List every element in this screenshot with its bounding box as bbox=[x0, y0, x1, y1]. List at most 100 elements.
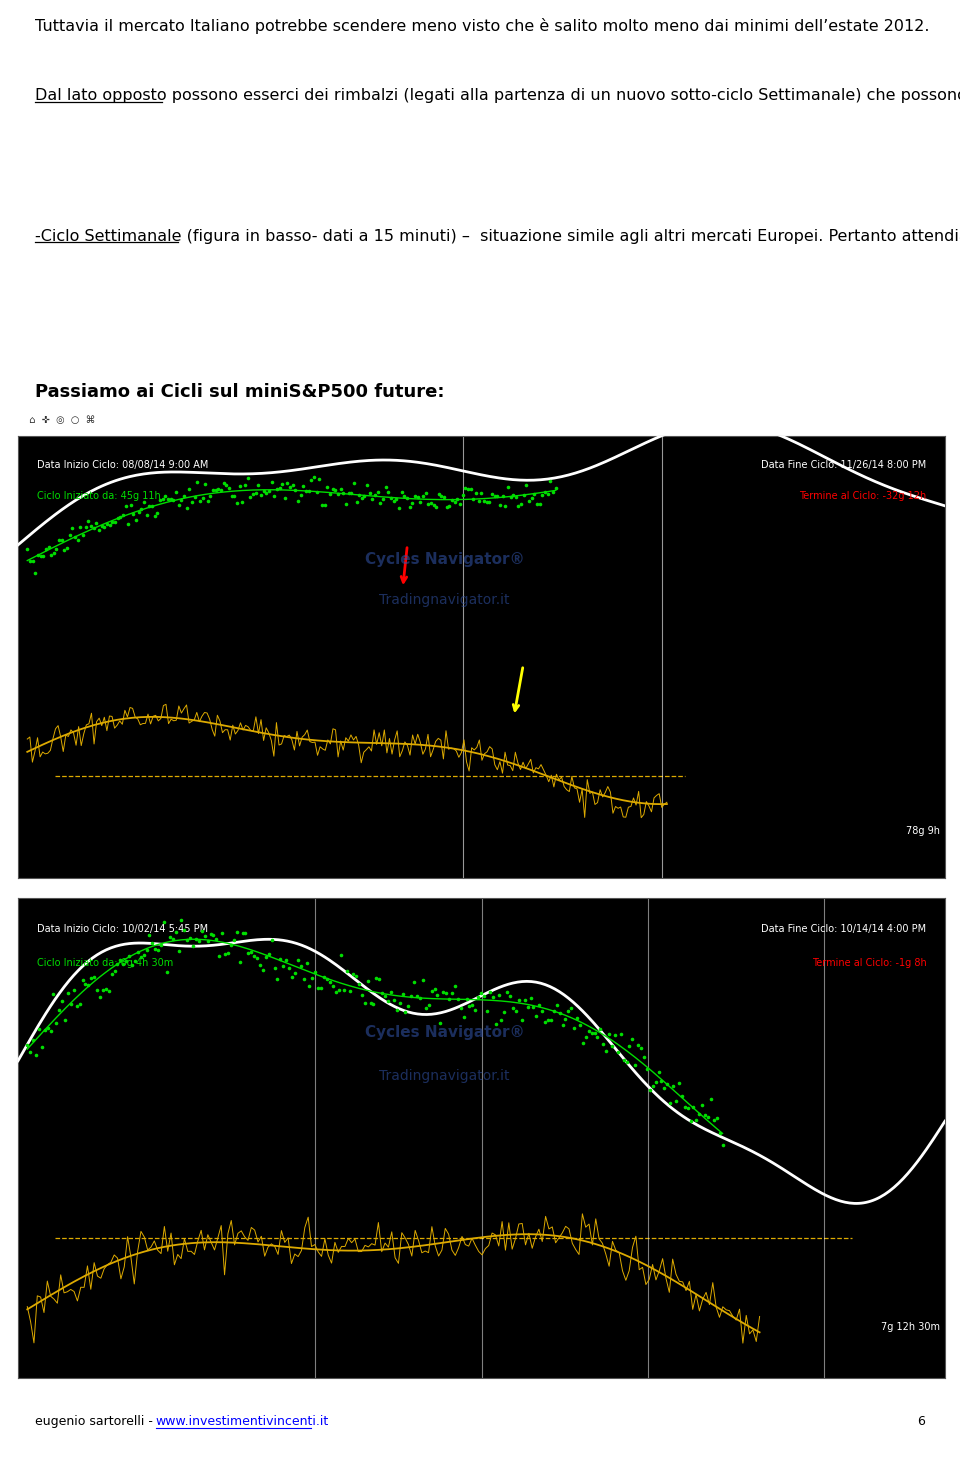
Point bbox=[552, 1002, 567, 1026]
Point bbox=[482, 980, 497, 1004]
Point bbox=[258, 945, 274, 969]
Point bbox=[463, 477, 478, 500]
Point bbox=[52, 528, 67, 552]
Point bbox=[168, 480, 183, 503]
Point bbox=[214, 921, 229, 944]
Point bbox=[30, 544, 45, 568]
Point bbox=[180, 928, 195, 951]
Point bbox=[306, 465, 322, 489]
Point bbox=[354, 486, 370, 509]
Point bbox=[625, 1027, 640, 1050]
Point bbox=[648, 1071, 663, 1094]
Point bbox=[156, 910, 172, 934]
Point bbox=[613, 1023, 629, 1046]
Point bbox=[366, 992, 381, 1015]
Point bbox=[502, 983, 517, 1007]
Point bbox=[98, 978, 113, 1001]
Point bbox=[616, 1049, 632, 1072]
Point bbox=[38, 537, 54, 560]
Point bbox=[232, 474, 248, 498]
Point bbox=[665, 1074, 681, 1097]
Point bbox=[327, 479, 343, 502]
Point bbox=[205, 479, 221, 502]
Point bbox=[224, 484, 239, 508]
Point bbox=[529, 1005, 544, 1029]
Title: Mini S&P  Tracy  Future 15m: Mini S&P Tracy Future 15m bbox=[384, 881, 579, 896]
Point bbox=[442, 495, 457, 518]
Point bbox=[608, 1023, 623, 1046]
Point bbox=[357, 484, 372, 508]
Point bbox=[192, 489, 207, 512]
Point bbox=[91, 518, 107, 541]
Point bbox=[19, 538, 35, 562]
Point bbox=[159, 960, 175, 983]
Point bbox=[447, 975, 463, 998]
Text: Data Fine Ciclo: 11/26/14 8:00 PM: Data Fine Ciclo: 11/26/14 8:00 PM bbox=[761, 460, 926, 470]
Point bbox=[25, 549, 40, 572]
Point bbox=[516, 483, 532, 506]
Point bbox=[86, 964, 102, 988]
Point bbox=[500, 476, 516, 499]
Point bbox=[69, 994, 84, 1017]
Point bbox=[712, 1122, 728, 1145]
Point bbox=[269, 477, 284, 500]
Point bbox=[162, 925, 178, 948]
Point bbox=[317, 493, 332, 516]
Point bbox=[532, 994, 547, 1017]
Point bbox=[354, 983, 370, 1007]
Point bbox=[285, 473, 300, 496]
Point bbox=[564, 996, 579, 1020]
Point bbox=[33, 544, 48, 568]
Point bbox=[208, 928, 224, 951]
Point bbox=[165, 926, 180, 950]
Point bbox=[75, 524, 90, 547]
Point bbox=[58, 1008, 73, 1032]
Point bbox=[163, 487, 179, 511]
Point bbox=[575, 1032, 590, 1055]
Point bbox=[386, 489, 401, 512]
Text: eugenio sartorelli -: eugenio sartorelli - bbox=[35, 1415, 156, 1428]
Point bbox=[660, 1072, 675, 1096]
Point bbox=[238, 921, 253, 944]
Point bbox=[102, 514, 117, 537]
Point bbox=[121, 944, 136, 967]
Point bbox=[691, 1103, 707, 1126]
Point bbox=[470, 985, 486, 1008]
Point bbox=[365, 487, 380, 511]
Point bbox=[142, 495, 157, 518]
Point bbox=[431, 483, 446, 506]
Point bbox=[444, 982, 460, 1005]
Point bbox=[253, 484, 269, 508]
Point bbox=[60, 535, 75, 559]
Point bbox=[121, 512, 136, 535]
Point bbox=[540, 1008, 556, 1032]
Point bbox=[473, 982, 489, 1005]
Point bbox=[697, 1103, 712, 1126]
Point bbox=[147, 505, 162, 528]
Point bbox=[444, 489, 460, 512]
Text: -Ciclo Settimanale (figura in basso- dati a 15 minuti) –  situazione simile agli: -Ciclo Settimanale (figura in basso- dat… bbox=[35, 228, 960, 244]
Point bbox=[657, 1077, 672, 1100]
Point bbox=[234, 490, 250, 514]
Point bbox=[154, 932, 169, 956]
Point bbox=[566, 1015, 582, 1039]
Point bbox=[359, 473, 374, 496]
Point bbox=[404, 492, 420, 515]
Point bbox=[331, 978, 347, 1001]
Point bbox=[538, 480, 553, 503]
Point bbox=[129, 508, 144, 531]
Point bbox=[258, 481, 274, 505]
Point bbox=[264, 928, 279, 951]
Text: Termine al Ciclo: -1g 8h: Termine al Ciclo: -1g 8h bbox=[812, 959, 926, 967]
Point bbox=[37, 1018, 53, 1042]
Point bbox=[320, 967, 335, 991]
Point bbox=[476, 489, 492, 512]
Point bbox=[55, 989, 70, 1013]
Point bbox=[72, 992, 87, 1015]
Point bbox=[493, 1008, 509, 1032]
Point bbox=[62, 522, 78, 546]
Point bbox=[40, 1017, 56, 1040]
Point bbox=[224, 934, 239, 957]
Point bbox=[488, 1013, 503, 1036]
Point bbox=[340, 960, 355, 983]
